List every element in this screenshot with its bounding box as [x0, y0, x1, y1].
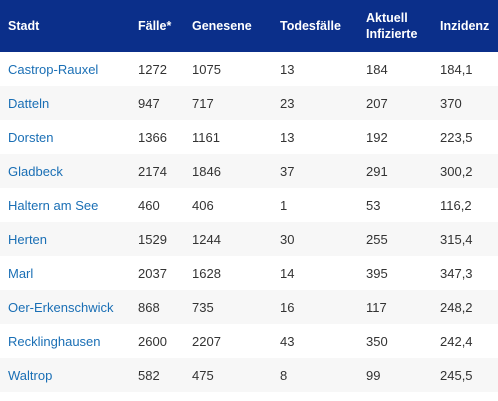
cell-inzidenz: 347,3 [440, 265, 473, 281]
cell-stadt: Castrop-Rauxel [0, 52, 130, 86]
cell-genesene: 406 [192, 197, 214, 213]
cell-inzidenz: 248,2 [440, 299, 473, 315]
cell-stadt: Dorsten [0, 120, 130, 154]
cell-aktuell: 99 [366, 367, 381, 383]
cell-genesene: 1244 [192, 231, 221, 247]
cell-stadt: Haltern am See [0, 188, 130, 222]
table-row: Gladbeck 2174 1846 37 291 300,2 [0, 154, 498, 188]
city-link[interactable]: Waltrop [8, 367, 53, 383]
cell-aktuell: 291 [366, 163, 388, 179]
cell-faelle: 947 [138, 95, 160, 111]
cell-inzidenz: 116,2 [440, 197, 472, 213]
city-link[interactable]: Herten [8, 231, 48, 247]
cell-inzidenz: 242,4 [440, 333, 473, 349]
cell-faelle: 868 [138, 299, 160, 315]
cell-stadt: Oer-Erkenschwick [0, 290, 130, 324]
cell-todesfaelle: 37 [280, 163, 295, 179]
city-link[interactable]: Dorsten [8, 129, 54, 145]
table-row: Waltrop 582 475 8 99 245,5 [0, 358, 498, 392]
table-body: Castrop-Rauxel 1272 1075 13 184 184,1 Datteln 9… [0, 52, 498, 392]
cell-inzidenz: 184,1 [440, 61, 473, 77]
cell-todesfaelle: 43 [280, 333, 295, 349]
city-link[interactable]: Haltern am See [8, 197, 99, 213]
cell-faelle: 460 [138, 197, 160, 213]
cell-faelle: 1529 [138, 231, 167, 247]
cell-todesfaelle: 13 [280, 129, 295, 145]
cell-inzidenz: 370 [440, 95, 462, 111]
cell-genesene: 735 [192, 299, 214, 315]
cell-aktuell: 53 [366, 197, 381, 213]
table-row: Herten 1529 1244 30 255 315,4 [0, 222, 498, 256]
cell-genesene: 1846 [192, 163, 221, 179]
cell-todesfaelle: 30 [280, 231, 295, 247]
table-row: Marl 2037 1628 14 395 347,3 [0, 256, 498, 290]
cell-stadt: Waltrop [0, 358, 130, 392]
header-faelle: Fälle* [138, 19, 172, 33]
cell-genesene: 475 [192, 367, 214, 383]
cell-stadt: Gladbeck [0, 154, 130, 188]
covid-city-table: Stadt Fälle* Genesene Todesfälle Aktuell… [0, 0, 498, 392]
table-row: Datteln 947 717 23 207 370 [0, 86, 498, 120]
header-stadt: Stadt [8, 19, 40, 33]
table-row: Haltern am See 460 406 1 53 116,2 [0, 188, 498, 222]
cell-todesfaelle: 16 [280, 299, 295, 315]
table-row: Recklinghausen 2600 2207 43 350 242,4 [0, 324, 498, 358]
cell-inzidenz: 245,5 [440, 367, 473, 383]
cell-aktuell: 350 [366, 333, 388, 349]
cell-inzidenz: 300,2 [440, 163, 473, 179]
cell-genesene: 1628 [192, 265, 221, 281]
city-link[interactable]: Castrop-Rauxel [8, 61, 99, 77]
city-link[interactable]: Datteln [8, 95, 50, 111]
cell-faelle: 1272 [138, 61, 167, 77]
cell-aktuell: 117 [366, 299, 387, 315]
cell-stadt: Datteln [0, 86, 130, 120]
cell-aktuell: 255 [366, 231, 388, 247]
cell-faelle: 582 [138, 367, 160, 383]
cell-stadt: Herten [0, 222, 130, 256]
cell-aktuell: 207 [366, 95, 388, 111]
cell-todesfaelle: 14 [280, 265, 295, 281]
table-row: Oer-Erkenschwick 868 735 16 117 248,2 [0, 290, 498, 324]
cell-todesfaelle: 8 [280, 367, 288, 383]
cell-inzidenz: 315,4 [440, 231, 473, 247]
cell-todesfaelle: 1 [280, 197, 288, 213]
city-link[interactable]: Recklinghausen [8, 333, 101, 349]
cell-todesfaelle: 23 [280, 95, 295, 111]
table-row: Dorsten 1366 1161 13 192 223,5 [0, 120, 498, 154]
header-aktuell-line1: Aktuell [366, 11, 408, 25]
header-genesene: Genesene [192, 19, 252, 33]
header-aktuell-line2: Infizierte [366, 27, 418, 41]
city-link[interactable]: Oer-Erkenschwick [8, 299, 114, 315]
header-inzidenz: Inzidenz [440, 19, 490, 33]
cell-aktuell: 192 [366, 129, 388, 145]
table-header: Stadt Fälle* Genesene Todesfälle Aktuell… [0, 0, 498, 52]
header-aktuell-infizierte: Aktuell Infizierte [358, 0, 432, 52]
header-row: Stadt Fälle* Genesene Todesfälle Aktuell… [0, 0, 498, 52]
cell-genesene: 1161 [192, 129, 220, 145]
cell-faelle: 1366 [138, 129, 167, 145]
cell-todesfaelle: 13 [280, 61, 295, 77]
city-link[interactable]: Gladbeck [8, 163, 63, 179]
header-todesfaelle: Todesfälle [280, 19, 341, 33]
cell-genesene: 2207 [192, 333, 221, 349]
table-row: Castrop-Rauxel 1272 1075 13 184 184,1 [0, 52, 498, 86]
cell-stadt: Marl [0, 256, 130, 290]
cell-faelle: 2037 [138, 265, 167, 281]
cell-faelle: 2600 [138, 333, 167, 349]
cell-aktuell: 184 [366, 61, 388, 77]
cell-inzidenz: 223,5 [440, 129, 473, 145]
cell-genesene: 1075 [192, 61, 221, 77]
cell-stadt: Recklinghausen [0, 324, 130, 358]
city-link[interactable]: Marl [8, 265, 34, 281]
cell-aktuell: 395 [366, 265, 388, 281]
cell-faelle: 2174 [138, 163, 167, 179]
cell-genesene: 717 [192, 95, 214, 111]
